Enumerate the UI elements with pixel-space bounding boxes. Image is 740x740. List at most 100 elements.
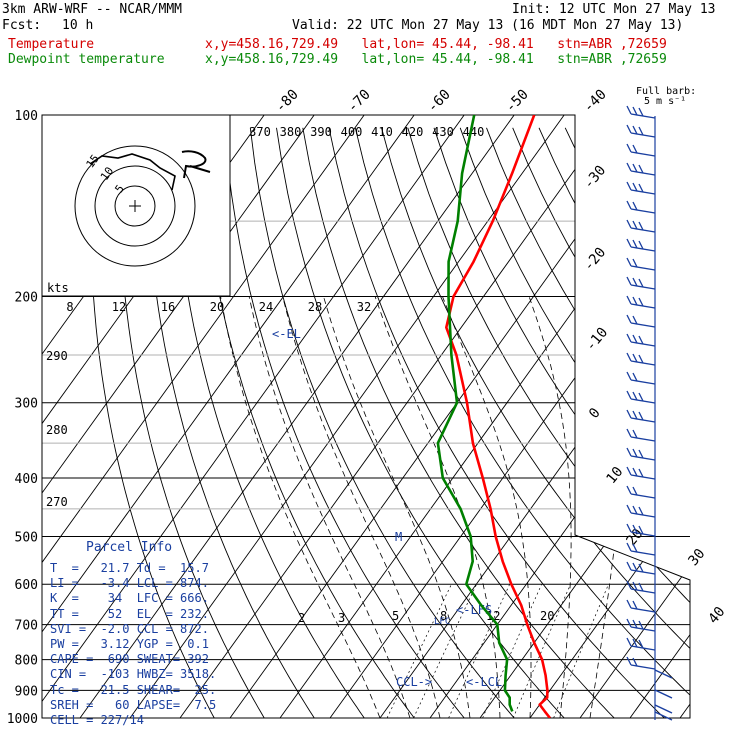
mixing-ratio-line xyxy=(386,584,452,718)
hodograph-trace-tail xyxy=(181,150,211,179)
wind-barb xyxy=(626,485,632,495)
wind-barb xyxy=(626,314,632,324)
wind-barb xyxy=(630,322,656,328)
wind-barb xyxy=(654,689,673,699)
wind-barb xyxy=(632,220,638,230)
wind-barb xyxy=(632,562,638,572)
dry-adiabat-line xyxy=(249,127,526,718)
dewpoint-location: x,y=458.16,729.49 lat,lon= 45.44, -98.41… xyxy=(205,52,667,67)
isotherm-line xyxy=(629,115,690,718)
right-temperature-tick: -20 xyxy=(581,245,610,275)
right-temperature-tick: -10 xyxy=(583,325,612,355)
wind-barb xyxy=(632,429,638,439)
wind-barb xyxy=(632,277,638,287)
mixing-ratio-line xyxy=(512,584,571,718)
wind-barb xyxy=(632,182,638,192)
wind-barb xyxy=(632,391,638,401)
wind-barb xyxy=(632,144,638,154)
wind-barb xyxy=(626,504,632,514)
wind-barb xyxy=(626,542,632,552)
wind-barb xyxy=(626,371,632,381)
left-theta-label: 270 xyxy=(46,495,68,509)
marker-el: <-EL xyxy=(272,327,301,341)
temperature-legend: Temperature xyxy=(8,37,95,52)
dry-adiabat-line xyxy=(354,127,690,718)
theta-tick-label: 420 xyxy=(402,125,424,139)
moist-adiabat-line xyxy=(220,296,381,718)
wind-barb xyxy=(630,493,656,499)
dry-adiabat-line xyxy=(669,127,690,718)
wind-barb xyxy=(632,486,638,496)
pressure-tick-label: 100 xyxy=(15,109,38,124)
wind-barb xyxy=(638,107,644,117)
wind-barb xyxy=(638,468,644,478)
mixing-ratio-label: 8 xyxy=(440,609,447,623)
parcel-info-row: TT = 52 EL = 232. xyxy=(50,606,209,621)
wind-barb xyxy=(626,428,632,438)
wind-barb xyxy=(630,664,656,670)
marker-lfc: LFC xyxy=(434,617,450,627)
wind-barb xyxy=(630,208,656,214)
init-time: Init: 12 UTC Mon 27 May 13 xyxy=(512,2,716,17)
temperature-profile xyxy=(444,115,552,718)
mixing-ratio-label: 12 xyxy=(486,609,500,623)
parcel-info-row: CELL = 227/14 xyxy=(50,713,144,727)
wind-barb xyxy=(626,105,632,115)
dry-adiabat-line xyxy=(328,127,678,718)
wind-barb xyxy=(632,353,638,363)
wind-barb xyxy=(638,525,644,535)
parcel-info-row: SREH = 60 LAPSE= 7.5 xyxy=(50,697,217,712)
wind-barb xyxy=(638,563,644,573)
dry-adiabat-line xyxy=(512,127,690,718)
right-temperature-tick: 30 xyxy=(685,546,708,569)
wind-barbs xyxy=(626,105,673,721)
wind-barb xyxy=(638,240,644,250)
moist-adiabat-line xyxy=(528,296,572,718)
theta-tick-label: 410 xyxy=(371,125,393,139)
hodograph-speed-tick: 20 xyxy=(210,300,224,314)
top-temperature-tick: -70 xyxy=(345,87,374,116)
wind-barb xyxy=(626,599,632,609)
dry-adiabat-line xyxy=(433,127,690,718)
hodograph-ring-label: 10 xyxy=(98,165,116,183)
dry-adiabat-line xyxy=(407,127,690,718)
wind-barb xyxy=(638,354,644,364)
dry-adiabat-line xyxy=(89,127,222,718)
wind-barb xyxy=(632,600,638,610)
isotherm-line xyxy=(42,115,365,718)
wind-barb xyxy=(626,561,632,571)
parcel-info-row: LI = -3.4 LCL = 874. xyxy=(50,576,209,591)
mixing-ratio-line xyxy=(482,584,543,718)
wind-barb xyxy=(654,704,673,714)
wind-barb xyxy=(632,106,638,116)
wind-barb xyxy=(638,449,644,459)
isotherm-line xyxy=(379,115,690,718)
isotherm-line xyxy=(429,115,690,718)
parcel-info-row: K = 34 LFC = 666. xyxy=(50,591,209,606)
valid-time: Valid: 22 UTC Mon 27 May 13 (16 MDT Mon … xyxy=(292,18,684,33)
right-temperature-tick: 0 xyxy=(586,405,604,422)
wind-barb xyxy=(630,607,656,613)
top-temperature-tick: -50 xyxy=(503,87,532,116)
pressure-tick-label: 700 xyxy=(15,619,38,634)
marker-m: M xyxy=(395,530,402,544)
wind-barb xyxy=(626,409,632,419)
forecast-label: Fcst: xyxy=(2,18,42,33)
marker-lcl: <-LCL xyxy=(466,675,502,689)
wind-barb xyxy=(638,221,644,231)
dry-adiabat-line xyxy=(459,127,690,718)
wind-barb xyxy=(630,151,656,157)
hodograph-speed-tick: 24 xyxy=(259,300,273,314)
mixing-ratio-line xyxy=(448,584,511,718)
wind-barb xyxy=(632,581,638,591)
wind-barb xyxy=(630,379,656,385)
hodograph-speed-tick: 8 xyxy=(66,300,73,314)
wind-barb xyxy=(638,164,644,174)
wind-barb xyxy=(638,183,644,193)
isotherm-line xyxy=(479,115,690,718)
wind-barb xyxy=(630,436,656,442)
theta-tick-label: 380 xyxy=(280,125,302,139)
wind-barb xyxy=(632,467,638,477)
